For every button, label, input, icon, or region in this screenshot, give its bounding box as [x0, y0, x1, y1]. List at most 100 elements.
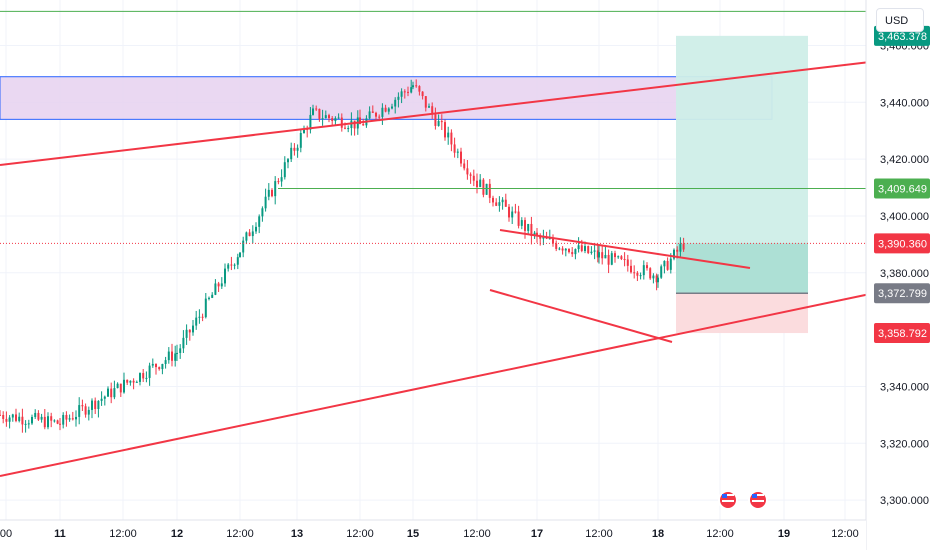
price-tag-label: 3,409.649	[878, 184, 927, 196]
candle-body	[283, 162, 286, 178]
candle-body	[271, 189, 273, 197]
candle-body	[81, 405, 84, 407]
candle-body	[397, 96, 400, 100]
candle-body	[476, 183, 478, 188]
candle-body	[437, 121, 440, 126]
candle-body	[255, 226, 257, 232]
candle-body	[580, 245, 583, 251]
candle-body	[666, 260, 669, 270]
candle-body	[59, 423, 61, 425]
candle-body	[0, 414, 1, 416]
candle-body	[655, 275, 658, 283]
supply-zone	[0, 76, 773, 120]
candle-body	[476, 180, 478, 184]
candle-body	[424, 96, 427, 108]
candle-body	[568, 248, 570, 253]
candle-body	[287, 159, 289, 163]
candle-body	[601, 252, 604, 259]
x-tick-label: 12:00	[463, 528, 491, 540]
us-flag-stripe	[722, 500, 734, 502]
trendlines	[0, 10, 932, 477]
candle-body	[400, 91, 403, 97]
candle-body	[188, 329, 191, 333]
candle-body	[571, 252, 574, 255]
candle-body	[56, 420, 59, 424]
event-icons	[718, 490, 768, 510]
us-flag-canton	[752, 494, 757, 498]
candle-body	[71, 418, 74, 420]
candle-body	[530, 223, 533, 237]
candle-body	[31, 416, 33, 424]
candle-body	[27, 423, 30, 425]
candle-body	[520, 220, 523, 226]
candle-body	[504, 199, 507, 207]
x-tick-label: 13	[291, 528, 303, 540]
candle-body	[440, 121, 443, 123]
price-axis-background	[866, 0, 932, 550]
candle-body	[192, 325, 194, 333]
candle-body	[381, 107, 384, 117]
candle-body	[498, 202, 501, 206]
candle-body	[37, 412, 40, 420]
candle-body	[239, 252, 241, 258]
candle-body	[24, 423, 27, 425]
price-tag	[874, 283, 930, 304]
candle-body	[555, 243, 558, 249]
candle-body	[337, 117, 340, 119]
candle-body	[78, 405, 81, 417]
candle-body	[155, 363, 157, 368]
currency-button[interactable]: USD	[876, 8, 924, 32]
candle-body	[657, 277, 659, 283]
candle-body	[103, 396, 106, 399]
candle-body	[34, 412, 37, 417]
x-tick-label: 17	[531, 528, 543, 540]
candle-body	[129, 380, 132, 383]
price-tag-label: 3,358.792	[878, 328, 927, 340]
candle-body	[328, 115, 330, 119]
candle-body	[495, 202, 498, 206]
candle-body	[590, 251, 593, 254]
candle-body	[107, 388, 109, 397]
x-tick-label: 19	[778, 528, 790, 540]
candle-body	[264, 196, 267, 209]
candle-body	[176, 352, 178, 354]
price-tag-label: 3,390.360	[878, 238, 927, 250]
candle-body	[539, 235, 542, 239]
candle-body	[660, 266, 663, 278]
candle-body	[391, 106, 393, 109]
candle-body	[558, 248, 561, 250]
candle-body	[371, 111, 374, 113]
candle-body	[407, 91, 409, 93]
candle-body	[564, 248, 567, 251]
candle-body	[8, 417, 11, 422]
candle-body	[552, 238, 554, 244]
candle-body	[353, 120, 356, 129]
candle-body	[340, 117, 343, 128]
candle-body	[403, 91, 406, 93]
x-tick-label: 12:00	[831, 528, 859, 540]
candle-body	[126, 379, 129, 383]
time-axis-background	[0, 520, 866, 550]
candle-body	[251, 231, 254, 237]
candle-body	[620, 256, 623, 260]
candle-body	[321, 118, 324, 120]
candle-body	[466, 168, 469, 175]
candle-body	[201, 316, 204, 318]
candle-body	[40, 416, 43, 420]
candle-body	[682, 244, 685, 250]
candle-body	[2, 414, 5, 419]
profit-progress	[676, 243, 808, 294]
candle-body	[375, 112, 377, 117]
candle-body	[514, 211, 517, 213]
candle-body	[220, 283, 223, 287]
candle-body	[676, 249, 679, 252]
candle-body	[299, 133, 302, 148]
candle-body	[492, 197, 494, 203]
candle-body	[593, 250, 596, 252]
candle-body	[303, 128, 305, 134]
candle-body	[158, 367, 161, 370]
candle-body	[296, 147, 299, 151]
y-tick-label: 3,340.000	[880, 381, 929, 393]
candle-body	[394, 99, 397, 107]
